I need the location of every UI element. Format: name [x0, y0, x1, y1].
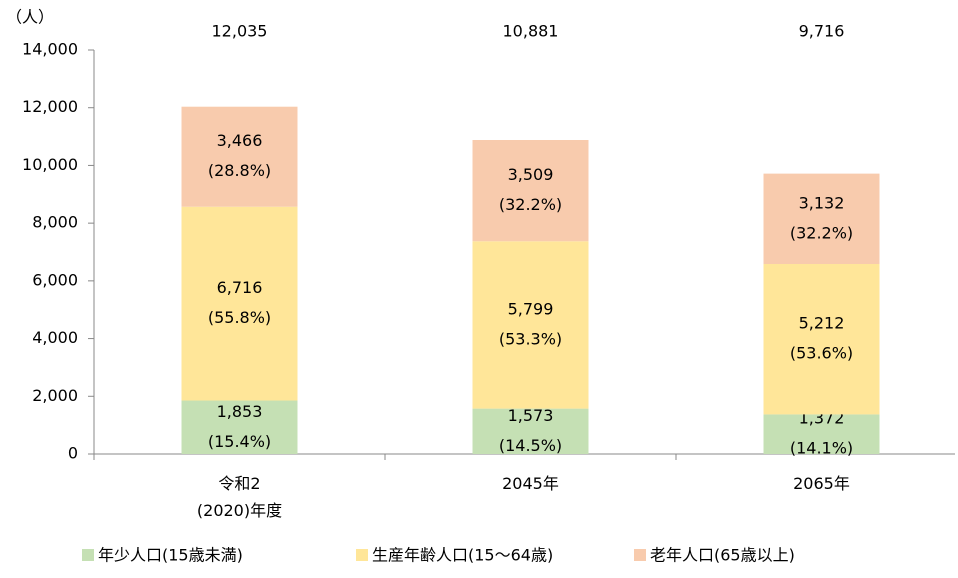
bar-segment [763, 264, 880, 415]
bar-segment [181, 400, 298, 454]
y-tick-label: 14,000 [22, 40, 78, 59]
y-tick-label: 2,000 [32, 386, 78, 405]
legend-swatch [356, 549, 368, 561]
y-tick-label: 10,000 [22, 155, 78, 174]
percent-label: (28.8%) [208, 161, 271, 180]
bar-segment [472, 241, 589, 409]
value-label: 1,573 [508, 406, 554, 425]
bar-segment [472, 408, 589, 454]
value-label: 3,132 [799, 193, 845, 212]
value-label: 3,466 [217, 131, 263, 150]
percent-label: (32.2%) [499, 195, 562, 214]
x-tick-label: 2065年 [793, 474, 850, 493]
legend-label: 年少人口(15歳未満) [98, 546, 243, 565]
legend-swatch [634, 549, 646, 561]
y-tick-label: 0 [68, 444, 78, 463]
y-tick-label: 8,000 [32, 213, 78, 232]
total-label: 9,716 [799, 22, 845, 41]
bar-segment [472, 140, 589, 242]
y-tick-label: 12,000 [22, 97, 78, 116]
total-label: 12,035 [212, 22, 268, 41]
percent-label: (55.8%) [208, 308, 271, 327]
y-unit-label: （人） [6, 8, 54, 27]
value-label: 6,716 [217, 278, 263, 297]
bar-segment [181, 106, 298, 207]
percent-label: (14.5%) [499, 436, 562, 455]
x-tick-label: 2045年 [502, 474, 559, 493]
value-label: 3,509 [508, 165, 554, 184]
y-tick-label: 6,000 [32, 270, 78, 289]
bar-segment [181, 206, 298, 401]
value-label: 1,853 [217, 402, 263, 421]
percent-label: (15.4%) [208, 432, 271, 451]
percent-label: (53.6%) [790, 344, 853, 363]
legend-label: 生産年齢人口(15～64歳) [372, 546, 553, 565]
bar-segment [763, 414, 880, 454]
legend-swatch [82, 549, 94, 561]
percent-label: (32.2%) [790, 223, 853, 242]
total-label: 10,881 [503, 22, 559, 41]
legend-label: 老年人口(65歳以上) [650, 546, 795, 565]
value-label: 5,799 [508, 299, 554, 318]
bar-segment [763, 173, 880, 265]
percent-label: (53.3%) [499, 329, 562, 348]
y-tick-label: 4,000 [32, 328, 78, 347]
value-label: 5,212 [799, 314, 845, 333]
percent-label: (14.1%) [790, 439, 853, 458]
x-tick-label: 令和2 (2020)年度 [196, 474, 283, 520]
